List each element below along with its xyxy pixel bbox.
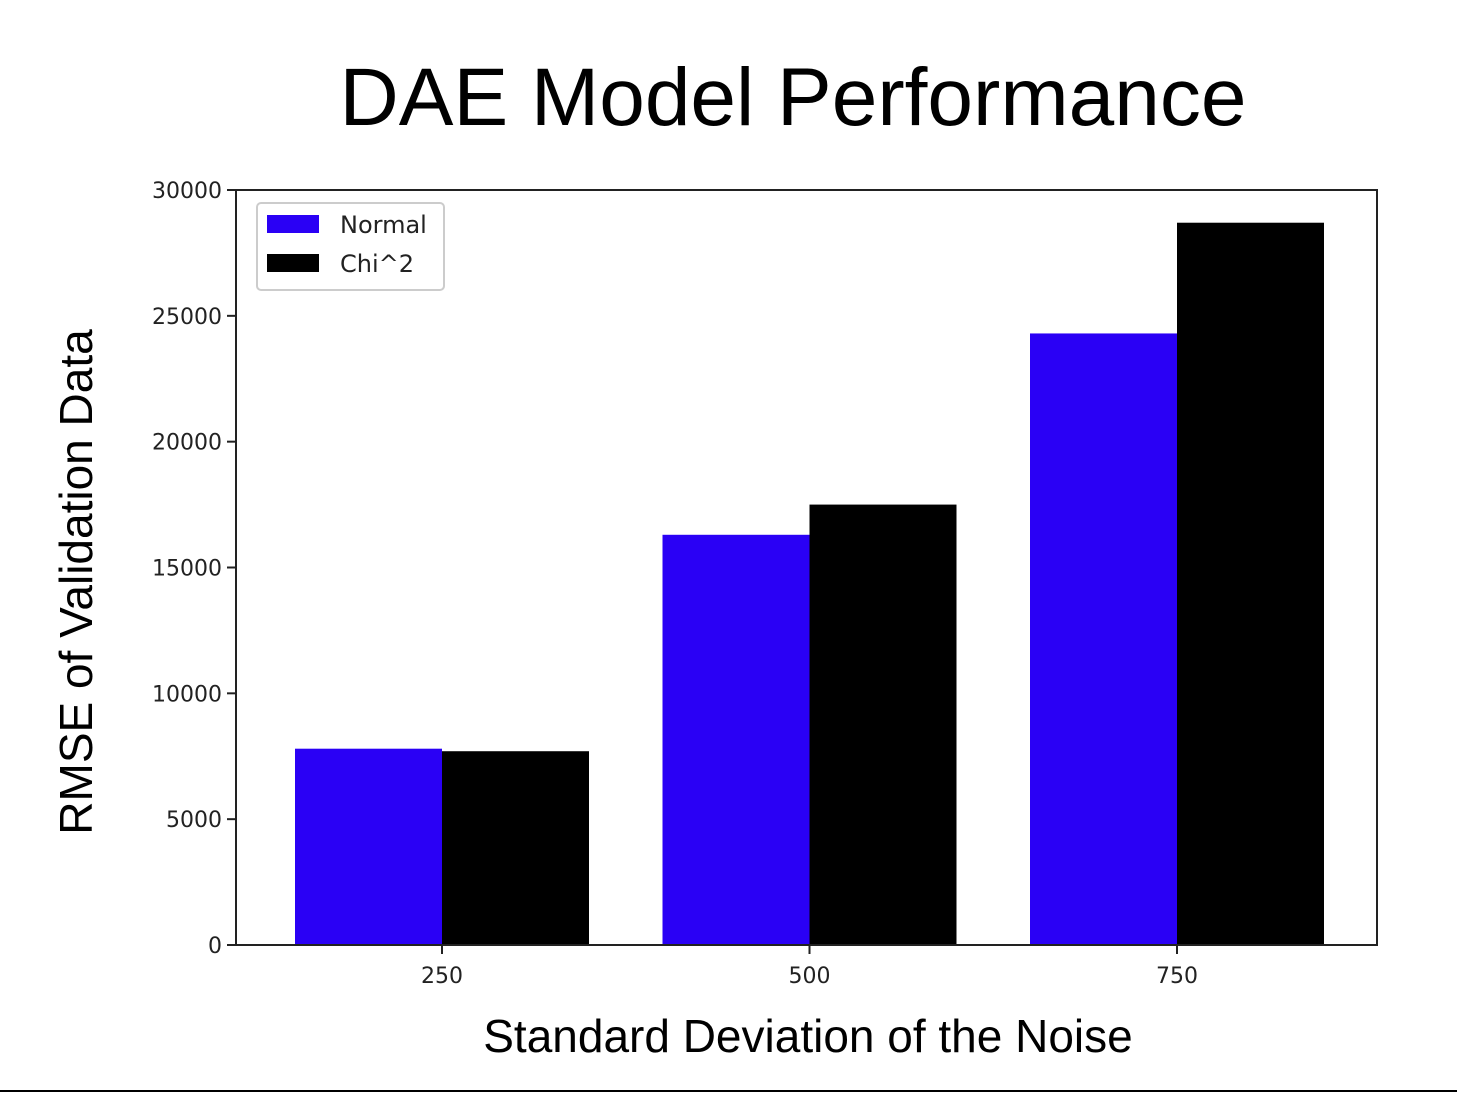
bar-normal-500 — [662, 534, 810, 945]
legend-label-normal: Normal — [340, 211, 427, 239]
x-axis-ticks: 250 500 750 — [421, 945, 1198, 989]
bar-chi2-250 — [442, 751, 589, 945]
x-tick-label: 750 — [1156, 964, 1198, 989]
legend-swatch-normal — [267, 215, 319, 233]
bar-normal-250 — [295, 748, 442, 945]
y-tick-label: 5000 — [166, 808, 222, 833]
legend: Normal Chi^2 — [256, 202, 445, 291]
legend-label-chi2: Chi^2 — [340, 250, 414, 278]
bar-normal-750 — [1030, 333, 1177, 945]
chart-title: DAE Model Performance — [340, 52, 1247, 143]
plot-frame — [235, 189, 1378, 946]
y-tick-label: 15000 — [152, 557, 222, 582]
y-axis-label: RMSE of Validation Data — [50, 329, 102, 835]
y-tick-label: 30000 — [152, 179, 222, 204]
x-axis-label: Standard Deviation of the Noise — [483, 1010, 1133, 1062]
x-tick-label: 500 — [789, 964, 831, 989]
y-tick-label: 10000 — [152, 682, 222, 707]
legend-swatch-chi2 — [267, 254, 319, 272]
y-tick-label: 0 — [208, 934, 222, 959]
y-tick-label: 25000 — [152, 305, 222, 330]
bar-chi2-500 — [809, 504, 957, 945]
x-tick-label: 250 — [421, 964, 463, 989]
bar-chi2-750 — [1177, 222, 1324, 945]
bars-layer — [295, 222, 1324, 945]
y-axis-ticks: 0 5000 10000 15000 20000 25000 30000 — [152, 179, 236, 959]
y-tick-label: 20000 — [152, 431, 222, 456]
